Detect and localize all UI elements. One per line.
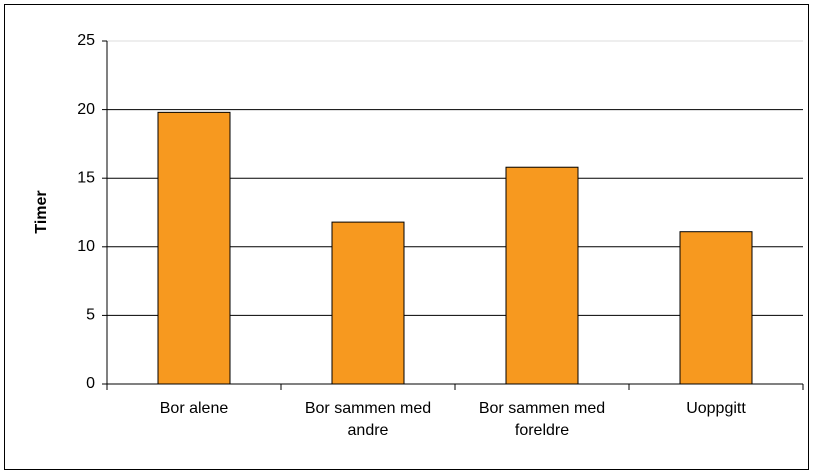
x-tick-label: Uoppgitt [686, 400, 746, 417]
x-tick-label-box: Uoppgitt [686, 400, 746, 417]
x-tick-label: Bor alene [159, 400, 229, 417]
bar [505, 166, 579, 385]
y-tick-label: 15 [77, 169, 95, 186]
x-tick-label: Bor sammen med andre [304, 400, 432, 439]
x-tick-label: Bor sammen med foreldre [478, 400, 606, 439]
y-tick-label: 5 [86, 307, 95, 324]
bar [331, 221, 405, 385]
y-tick-label: 25 [77, 32, 95, 49]
y-tick-label: 0 [86, 375, 95, 392]
x-tick-label-box: Bor alene [159, 400, 229, 417]
y-tick-label: 20 [77, 101, 95, 118]
chart-border [4, 4, 809, 470]
x-tick-label-box: Bor sammen med foreldre [478, 400, 606, 439]
x-tick-label-box: Bor sammen med andre [304, 400, 432, 439]
bar [679, 231, 753, 385]
y-axis-title: Timer [33, 190, 50, 233]
y-tick-label: 10 [77, 238, 95, 255]
bar [157, 111, 231, 385]
